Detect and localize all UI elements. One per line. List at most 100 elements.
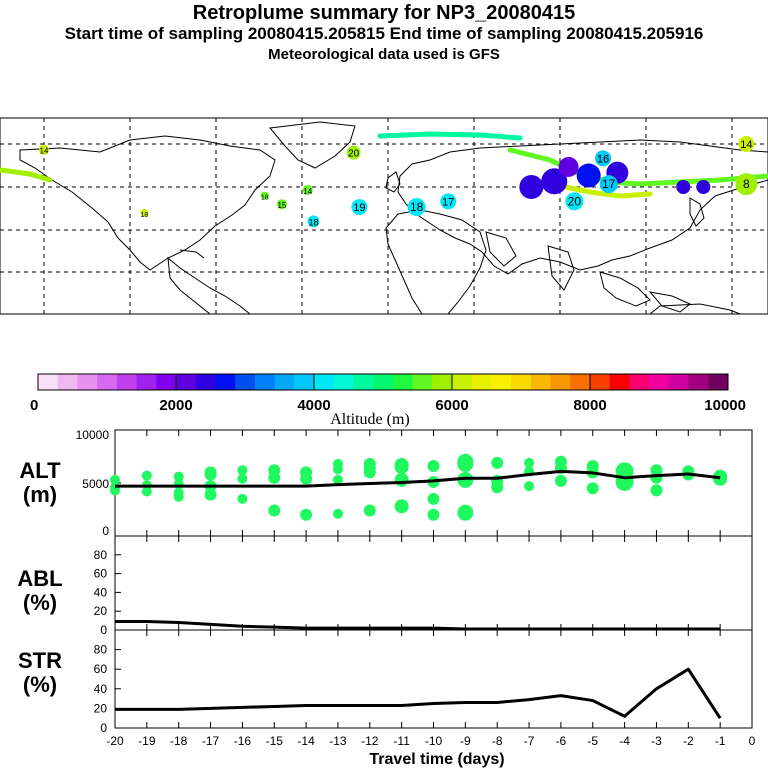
str-ytick-label-3: 20 (94, 701, 108, 715)
colorbar-cell-16 (353, 374, 374, 390)
xtick-label-7: -13 (329, 734, 347, 748)
plume-day-label-7: 18 (261, 195, 269, 202)
plume-marker-12 (595, 150, 611, 167)
plume-marker-29 (140, 208, 149, 217)
plume-day-label-29: 18 (140, 212, 148, 219)
colorbar-cell-21 (452, 374, 473, 390)
colorbar-cell-28 (590, 374, 611, 390)
plume-blob-4 (558, 156, 579, 177)
alt-scatter-point-4-2 (237, 493, 248, 504)
colorbar-tick-label-4: 8000 (573, 397, 606, 414)
abl-ytick-label-4: 0 (100, 623, 107, 637)
plume-blob-3 (519, 175, 544, 199)
xtick-label-20: 0 (749, 734, 756, 748)
colorbar-cell-23 (491, 374, 512, 390)
alt-scatter-point-13-0 (524, 457, 535, 468)
xtick-label-0: -20 (106, 734, 124, 748)
alt-scatter-point-8-3 (363, 504, 376, 517)
colorbar-cell-24 (511, 374, 532, 390)
xtick-label-15: -5 (587, 734, 598, 748)
xtick-label-3: -17 (202, 734, 220, 748)
alt-scatter-point-9-2 (394, 472, 409, 487)
colorbar-tick-label-3: 6000 (435, 397, 468, 414)
alt-scatter-point-7-1 (332, 464, 343, 475)
alt-scatter-point-1-0 (141, 470, 152, 481)
plume-day-label-6: 14 (303, 187, 312, 196)
alt-scatter-point-3-3 (204, 488, 217, 501)
abl-series-line (115, 620, 721, 631)
alt-scatter-point-4-0 (237, 465, 248, 476)
str-ytick-label-1: 60 (94, 662, 108, 676)
alt-scatter-point-14-2 (554, 474, 567, 487)
alt-scatter-point-0-2 (110, 485, 120, 496)
colorbar-tick-label-2: 4000 (297, 397, 330, 414)
plume-marker-7 (260, 191, 269, 200)
str-label: STR (18, 648, 62, 673)
xtick-label-8: -12 (361, 734, 379, 748)
alt-scatter-point-12-2 (491, 481, 504, 494)
colorbar-cell-8 (195, 374, 216, 390)
colorbar-cell-13 (294, 374, 315, 390)
colorbar-cell-30 (629, 374, 650, 390)
alt-scatter-point-5-1 (268, 471, 281, 484)
alt-series-line (115, 469, 721, 488)
xtick-label-16: -4 (619, 734, 630, 748)
alt-scatter-point-19-1 (713, 471, 728, 486)
colorbar-cell-26 (550, 374, 571, 390)
plume-day-label-11: 18 (308, 217, 318, 227)
xtick-label-13: -7 (524, 734, 535, 748)
plume-day-label-14: 20 (568, 194, 582, 208)
colorbar-cell-5 (136, 374, 157, 390)
plume-day-label-5: 15 (277, 201, 286, 210)
colorbar-cell-14 (314, 374, 335, 390)
plume-marker-8 (351, 199, 368, 216)
alt-scatter-point-9-3 (394, 499, 409, 514)
alt-ytick-label-0: 10000 (76, 428, 110, 442)
plume-day-label-15: 8 (743, 177, 750, 191)
abl-ytick-label-0: 80 (94, 548, 108, 562)
colorbar-cell-34 (708, 374, 729, 390)
colorbar-cell-7 (176, 374, 197, 390)
plume-blob-1 (576, 163, 601, 188)
colorbar-cell-33 (688, 374, 709, 390)
plume-marker-5 (276, 199, 287, 210)
plume-day-label-4: 20 (348, 149, 360, 160)
colorbar-cell-11 (254, 374, 276, 390)
colorbar-cell-20 (432, 374, 453, 390)
colorbar-cell-31 (649, 374, 670, 390)
abl-label: ABL (17, 566, 62, 591)
colorbar-cell-3 (97, 374, 118, 390)
colorbar-cell-4 (116, 374, 138, 390)
xtick-label-6: -14 (297, 734, 315, 748)
chart-title: Retroplume summary for NP3_20080415 (192, 2, 576, 24)
met-data-note: Meteorological data used is GFS (268, 46, 500, 63)
str-panel-frame (114, 629, 753, 729)
alt-scatter-point-10-0 (427, 460, 440, 473)
alt-scatter-point-13-2 (524, 481, 535, 492)
str-ytick-label-2: 40 (94, 682, 108, 696)
map-grid (0, 118, 768, 314)
sampling-times: Start time of sampling 20080415.205815 E… (64, 24, 704, 43)
alt-scatter-point-10-3 (427, 508, 440, 521)
colorbar-cell-1 (57, 374, 78, 390)
plume-marker-9 (407, 198, 426, 217)
xtick-label-11: -9 (460, 734, 471, 748)
alt-ytick-label-2: 0 (102, 524, 109, 538)
plume-day-label-10: 17 (442, 196, 454, 208)
xtick-label-4: -16 (234, 734, 252, 748)
colorbar-tick-label-5: 10000 (704, 397, 746, 414)
plume-marker-14 (565, 192, 584, 211)
plume-marker-30 (556, 108, 564, 116)
alt-scatter-point-12-0 (491, 456, 504, 469)
str-unit: (%) (23, 672, 57, 697)
abl-panel-frame (114, 535, 753, 631)
colorbar-cell-15 (333, 374, 354, 390)
plume-marker-15 (735, 173, 758, 196)
abl-ytick-label-1: 60 (94, 567, 108, 581)
alt-scatter-point-15-2 (586, 482, 599, 495)
colorbar-cell-29 (609, 374, 630, 390)
abl-unit: (%) (23, 590, 57, 615)
plume-marker-31 (697, 101, 709, 113)
plume-day-label-13: 17 (602, 177, 616, 191)
